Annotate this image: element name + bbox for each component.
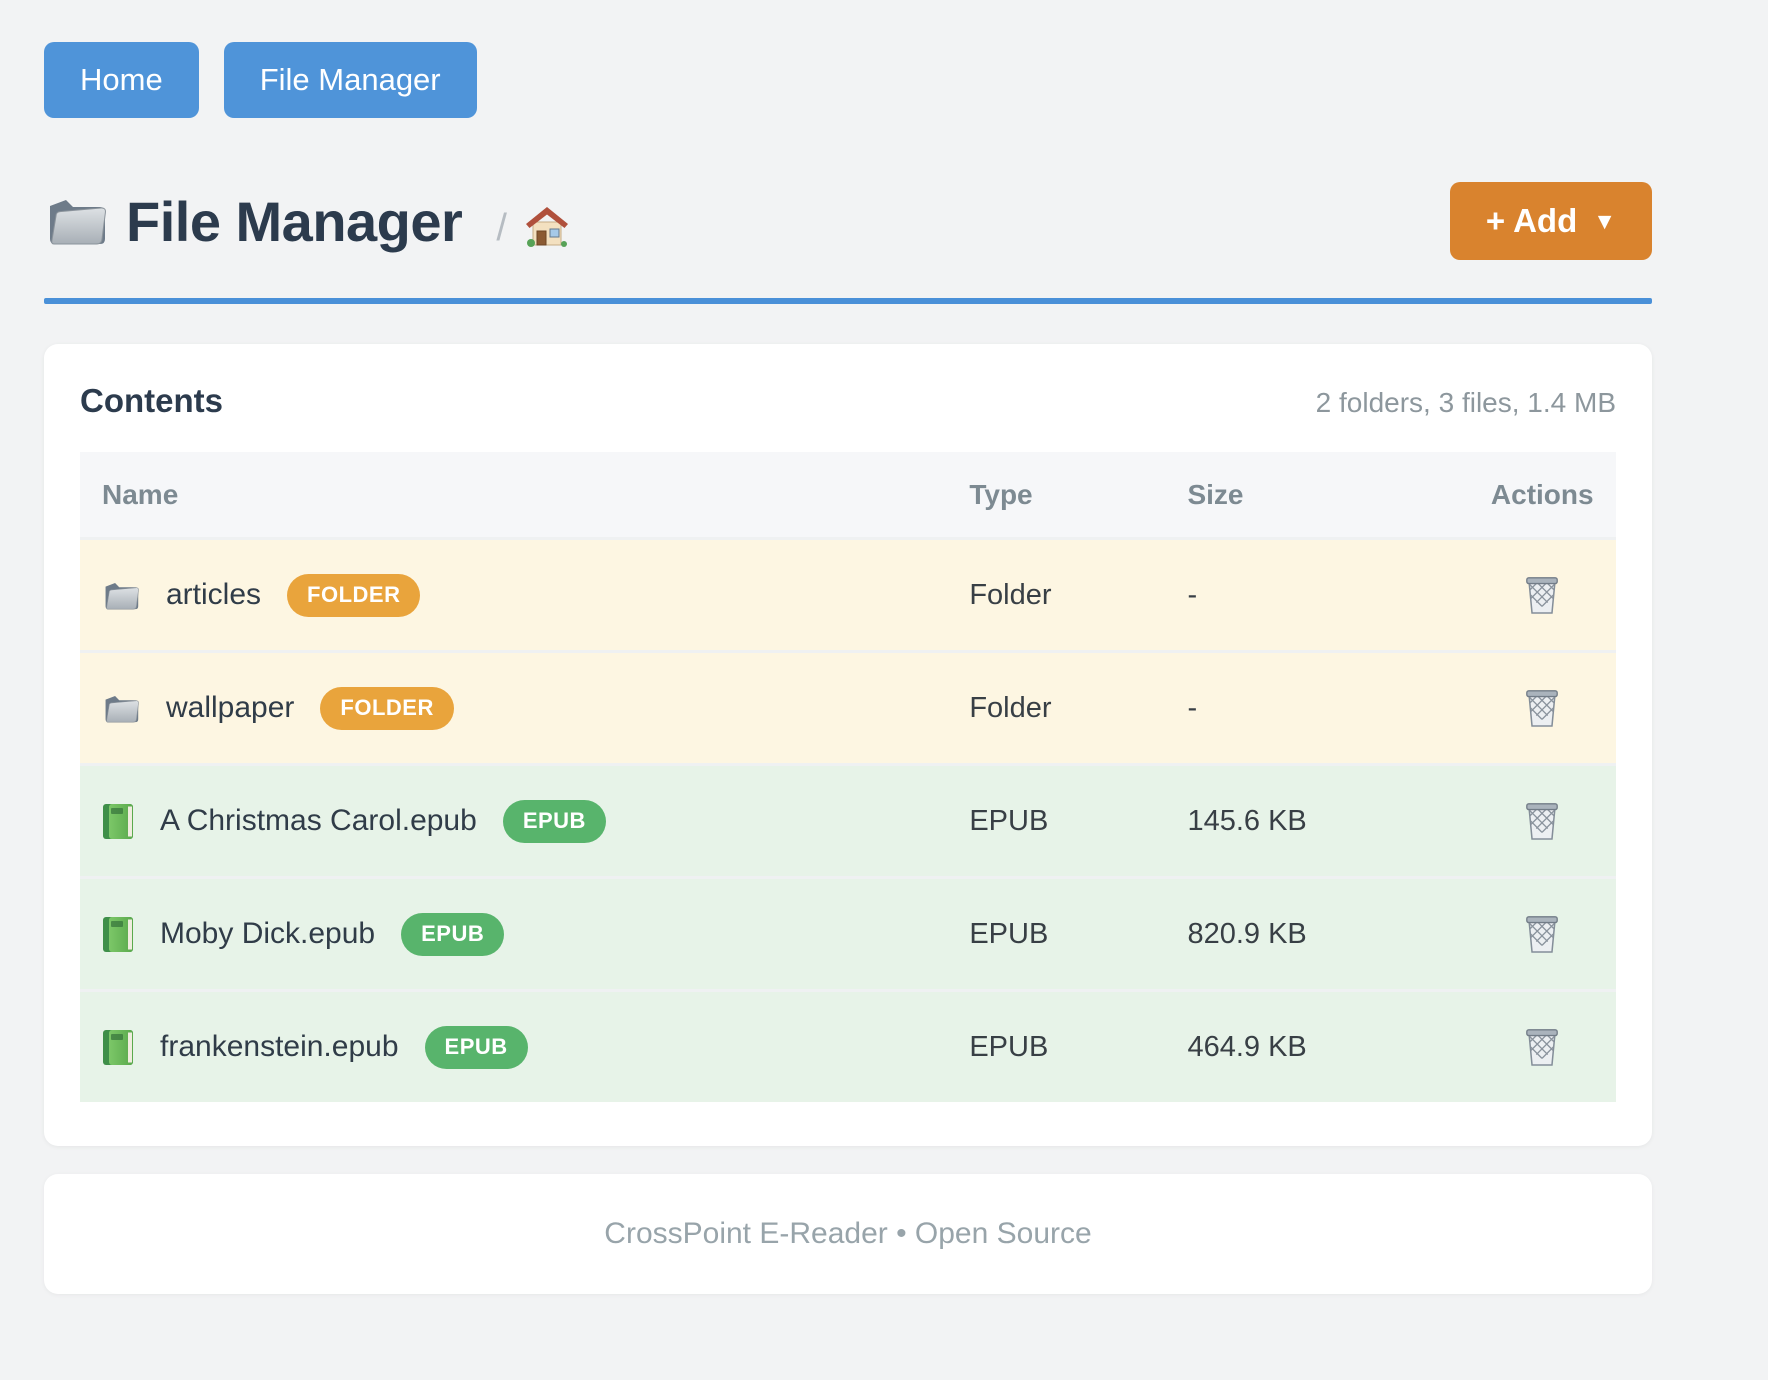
table-row[interactable]: articles FOLDER Folder -	[80, 537, 1616, 650]
file-type-badge: FOLDER	[287, 573, 421, 617]
trash-icon	[1523, 1026, 1561, 1066]
card-title: Contents	[80, 382, 223, 419]
breadcrumb-separator: /	[496, 206, 507, 249]
house-icon[interactable]	[525, 205, 569, 247]
folder-icon	[102, 692, 140, 725]
add-button[interactable]: + Add ▼	[1449, 182, 1652, 260]
file-name: Moby Dick.epub	[160, 917, 376, 950]
book-icon	[102, 916, 134, 953]
table-row[interactable]: frankenstein.epub EPUB EPUB 464.9 KB	[80, 989, 1616, 1102]
trash-icon	[1523, 913, 1561, 953]
page: Home File Manager File Manager / + Add ▼…	[44, 0, 1652, 1294]
column-header-size: Size	[1187, 478, 1244, 510]
column-header-type: Type	[969, 478, 1033, 510]
chevron-down-icon: ▼	[1593, 207, 1616, 234]
contents-summary: 2 folders, 3 files, 1.4 MB	[1315, 387, 1616, 418]
top-nav: Home File Manager	[44, 42, 1652, 118]
delete-button[interactable]	[1519, 909, 1565, 960]
file-type-badge: EPUB	[502, 799, 606, 843]
delete-button[interactable]	[1519, 683, 1565, 734]
book-icon	[102, 1029, 134, 1066]
file-table-body: articles FOLDER Folder - wallpaper FOLDE…	[80, 537, 1616, 1102]
file-size: -	[1187, 691, 1198, 724]
file-size: 464.9 KB	[1187, 1030, 1307, 1063]
file-type: EPUB	[969, 917, 1049, 950]
table-row[interactable]: A Christmas Carol.epub EPUB EPUB 145.6 K…	[80, 763, 1616, 876]
file-type-badge: FOLDER	[320, 686, 454, 730]
folder-icon	[102, 579, 140, 612]
trash-icon	[1523, 800, 1561, 840]
contents-card: Contents 2 folders, 3 files, 1.4 MB Name…	[44, 344, 1652, 1146]
column-header-name: Name	[102, 478, 179, 510]
file-type: EPUB	[969, 1030, 1049, 1063]
table-row[interactable]: wallpaper FOLDER Folder -	[80, 650, 1616, 763]
file-size: -	[1187, 578, 1198, 611]
file-name: A Christmas Carol.epub	[160, 804, 477, 837]
file-name: wallpaper	[166, 691, 295, 724]
file-type-badge: EPUB	[401, 912, 505, 956]
footer: CrossPoint E-Reader • Open Source	[44, 1174, 1652, 1294]
file-name: frankenstein.epub	[160, 1030, 399, 1063]
page-title: File Manager	[126, 189, 463, 253]
trash-icon	[1523, 574, 1561, 614]
delete-button[interactable]	[1519, 570, 1565, 621]
footer-text: CrossPoint E-Reader • Open Source	[604, 1217, 1092, 1250]
card-header: Contents 2 folders, 3 files, 1.4 MB	[80, 382, 1616, 420]
column-header-actions: Actions	[1490, 478, 1594, 510]
page-header: File Manager / + Add ▼	[44, 182, 1652, 260]
file-type: Folder	[969, 691, 1052, 724]
delete-button[interactable]	[1519, 1022, 1565, 1073]
file-name: articles	[166, 578, 262, 611]
file-size: 145.6 KB	[1187, 804, 1307, 837]
file-type-badge: EPUB	[424, 1025, 528, 1069]
accent-divider	[44, 298, 1652, 304]
table-header-row: Name Type Size Actions	[80, 452, 1616, 537]
nav-home-button[interactable]: Home	[44, 42, 199, 118]
folder-icon	[44, 194, 108, 248]
file-size: 820.9 KB	[1187, 917, 1307, 950]
trash-icon	[1523, 687, 1561, 727]
file-type: Folder	[969, 578, 1052, 611]
nav-file-manager-button[interactable]: File Manager	[223, 42, 477, 118]
table-row[interactable]: Moby Dick.epub EPUB EPUB 820.9 KB	[80, 876, 1616, 989]
add-button-label: + Add	[1485, 202, 1578, 239]
file-table: Name Type Size Actions articles FOLDER F…	[80, 452, 1616, 1102]
file-type: EPUB	[969, 804, 1049, 837]
book-icon	[102, 803, 134, 840]
delete-button[interactable]	[1519, 796, 1565, 847]
